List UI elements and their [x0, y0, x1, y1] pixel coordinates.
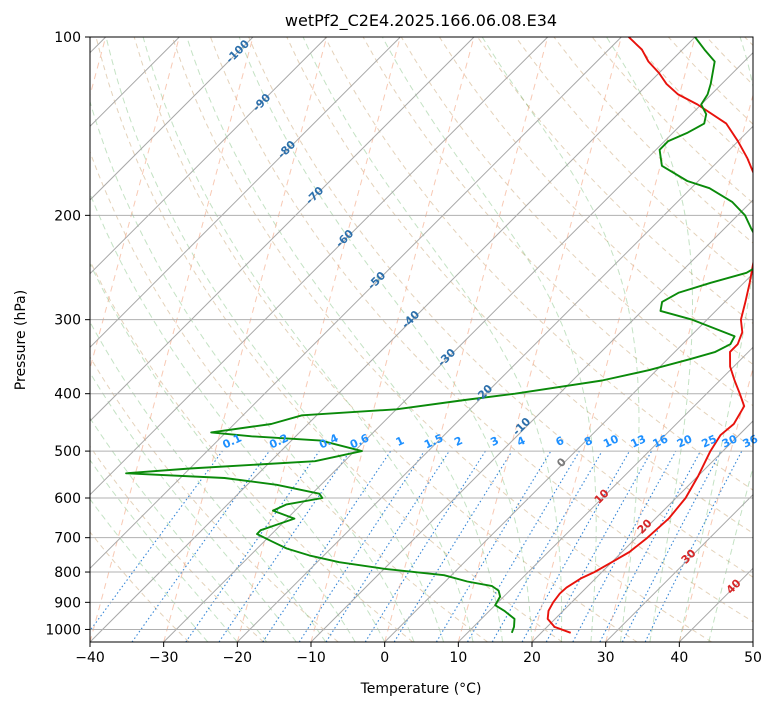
mixing-ratio-label: 30: [720, 432, 740, 450]
moist-adiabat: [90, 192, 386, 642]
x-tick-label: 40: [670, 650, 688, 666]
y-axis-label: Pressure (hPa): [13, 290, 29, 390]
mixing-ratio-line: [218, 450, 351, 642]
y-ticks: 100 200 300 400 500 600 700 800 900 1000: [45, 30, 90, 638]
x-tick-label: 10: [449, 650, 467, 666]
x-tick-label: −40: [75, 650, 105, 666]
moist-adiabat: [238, 37, 533, 642]
plot-frame: [89, 36, 754, 643]
mixing-ratio-line: [185, 450, 320, 642]
dry-adiabat: [248, 37, 753, 578]
mixing-ratio-line: [325, 450, 450, 642]
mixing-ratio-line: [131, 450, 270, 642]
mixing-ratio-label: 20: [675, 432, 695, 450]
dry-adiabat: [171, 37, 712, 642]
isotherm-gridline: [90, 37, 549, 496]
dry-adiabat: [90, 445, 264, 642]
y-tick-label: 100: [54, 30, 81, 46]
y-tick-label: 400: [54, 387, 81, 403]
mixing-ratio-label: 16: [651, 432, 671, 450]
mixing-ratio-line: [90, 450, 223, 632]
x-axis-label: Temperature (°C): [360, 681, 482, 697]
x-tick-label: 30: [597, 650, 615, 666]
x-ticks: −40 −30 −20 −10 0 10 20 30 40 50: [75, 642, 762, 666]
moist-adiabat: [90, 498, 209, 642]
mixing-ratio-line: [393, 450, 513, 642]
moist-adiabat: [302, 37, 563, 642]
isotherm-gridline: [605, 493, 753, 642]
isotherm-gridline: [384, 272, 753, 642]
dry-adiabat: [133, 37, 638, 642]
moist-adiabat: [678, 37, 753, 642]
x-tick-label: 20: [523, 650, 541, 666]
mixing-ratio-label: 25: [699, 432, 718, 450]
dry-adiabat: [95, 37, 563, 642]
mixing-ratio-line: [545, 450, 653, 642]
y-tick-label: 300: [54, 313, 81, 329]
moist-adiabat: [105, 37, 445, 642]
dry-adiabat: [90, 531, 190, 642]
dry-adiabat: [438, 37, 753, 366]
isotherm-gridline: [90, 37, 401, 349]
x-tick-label: −10: [296, 650, 326, 666]
moist-adiabat: [90, 459, 238, 642]
isotherm-gridline: [531, 420, 753, 642]
mixing-ratio-label: 13: [629, 432, 648, 450]
profile-lines: [125, 37, 753, 634]
x-tick-label: −30: [149, 650, 179, 666]
isotherm-gridline: [457, 346, 753, 642]
x-tick-label: −20: [223, 650, 253, 666]
y-tick-label: 500: [54, 444, 81, 460]
isotherm-gridline: [90, 37, 696, 642]
moist-adiabat: [481, 37, 640, 642]
mixing-ratio-line: [572, 450, 677, 642]
moist-adiabat: [186, 37, 503, 642]
y-tick-label: 900: [54, 595, 81, 611]
moist-adiabat: [90, 321, 327, 642]
isotherm-gridline: [163, 51, 753, 642]
isotherm-gridline: [90, 37, 475, 422]
moist-adiabat: [142, 37, 474, 642]
mixing-ratio-line: [262, 450, 392, 642]
y-tick-label: 700: [54, 531, 81, 547]
dry-adiabat: [90, 150, 488, 642]
y-tick-label: 800: [54, 565, 81, 581]
dry-adiabat: [90, 356, 339, 642]
y-tick-label: 600: [54, 491, 81, 507]
mixing-ratio-label: 36: [741, 432, 761, 450]
mixing-ratio-line: [521, 450, 630, 642]
dry-adiabat: [400, 37, 753, 407]
moist-adiabat: [381, 37, 597, 642]
moist-adiabat: [90, 262, 356, 642]
isotherm-gridline: [236, 125, 753, 642]
isotherm-gridline: [90, 37, 622, 570]
dry-adiabat: [210, 37, 753, 623]
profile-series-line: [546, 37, 753, 634]
isotherm-gridline: [310, 199, 753, 642]
chart-title: wetPf2_C2E4.2025.166.06.08.E34: [285, 11, 557, 31]
mixing-ratio-label: 10: [601, 432, 621, 450]
grid-lines: [90, 37, 753, 642]
y-tick-label: 200: [54, 208, 81, 224]
isotherm-gridline: [90, 37, 328, 275]
moist-adiabat: [90, 417, 268, 642]
moist-adiabat: [708, 465, 753, 642]
profile-series-line: [125, 37, 753, 634]
x-tick-label: 50: [744, 650, 762, 666]
x-tick-label: 0: [380, 650, 389, 666]
mixing-ratio-line: [644, 450, 743, 642]
isotherm-gridline: [90, 37, 254, 201]
moist-adiabat: [606, 37, 693, 642]
moist-adiabat: [90, 371, 297, 642]
y-tick-label: 1000: [45, 622, 81, 638]
